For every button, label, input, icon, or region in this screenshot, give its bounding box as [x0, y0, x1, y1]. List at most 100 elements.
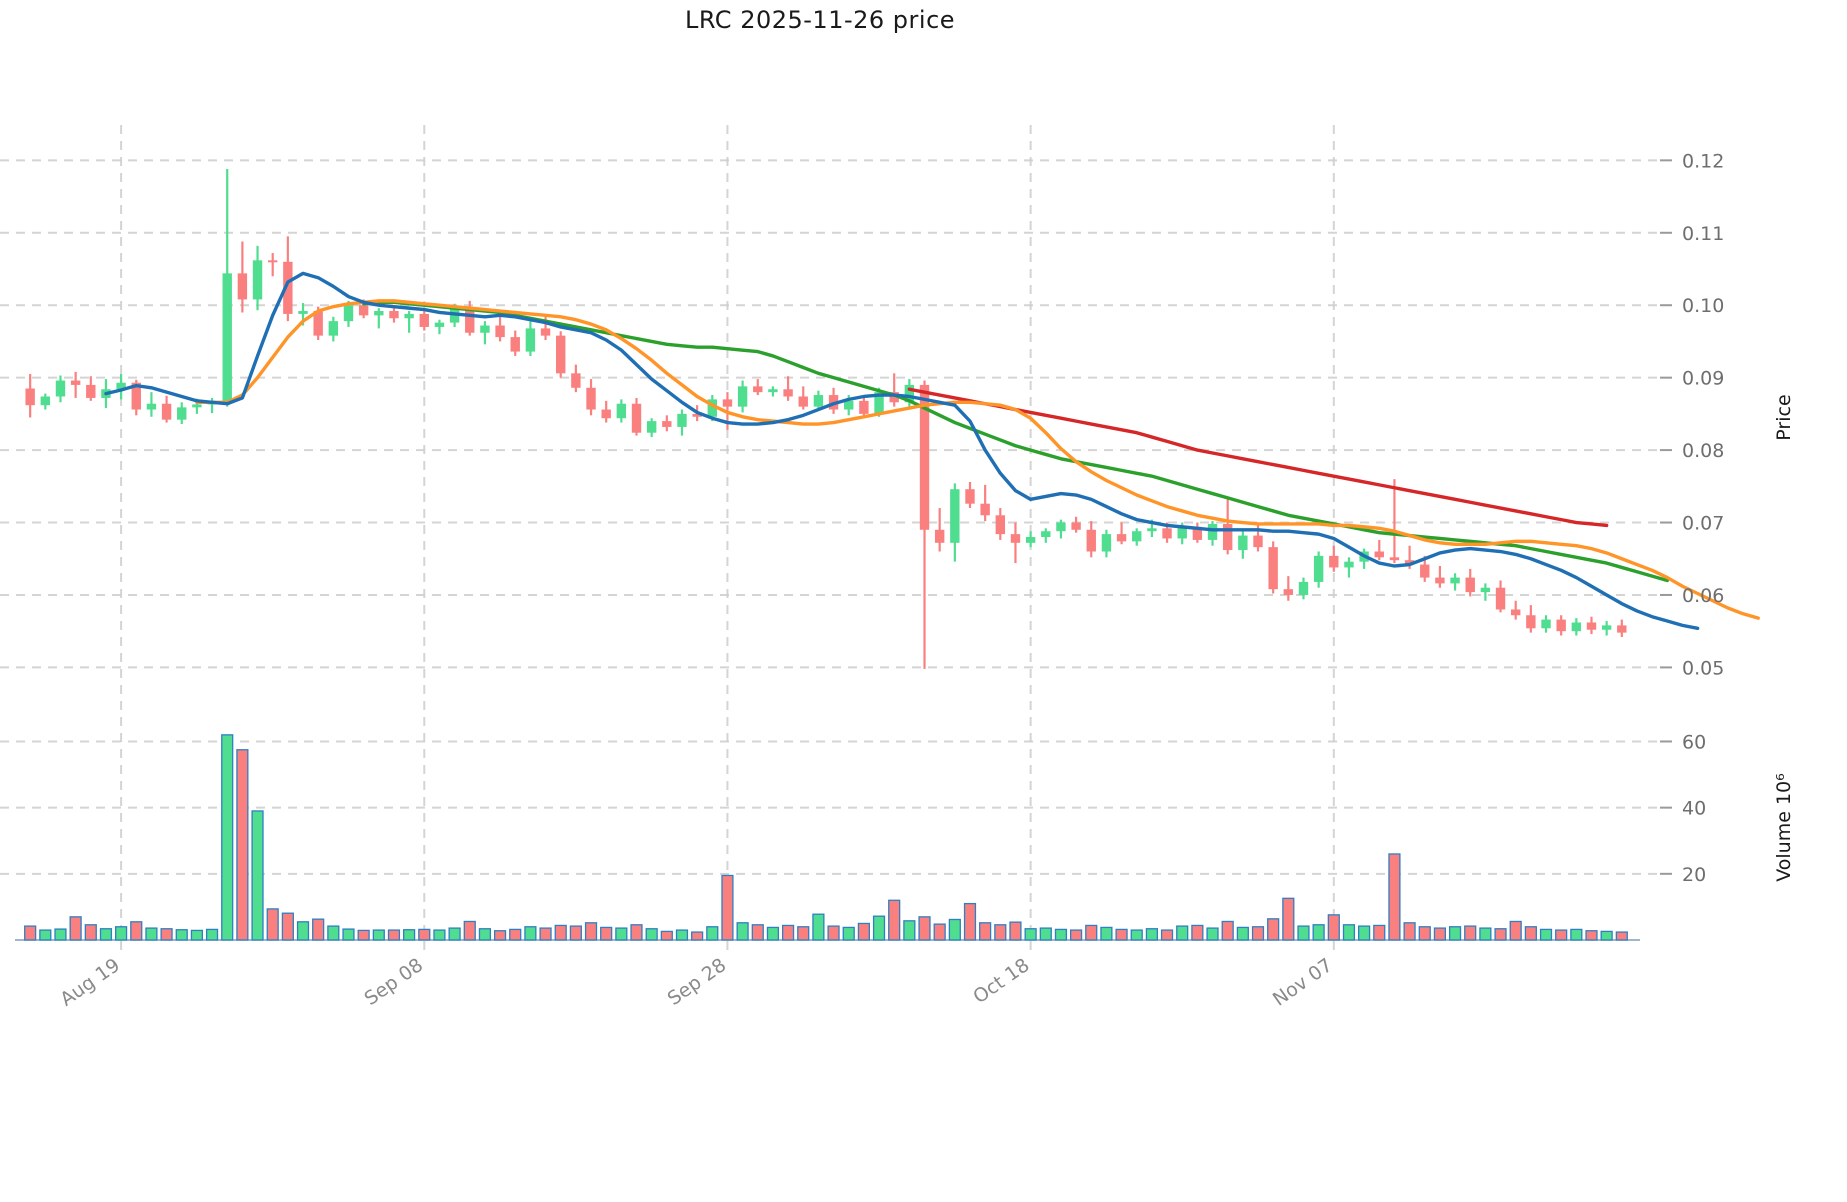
candle-body [358, 305, 369, 316]
candle-body [1450, 577, 1460, 584]
volume-bar [145, 927, 158, 941]
candle-body [1177, 526, 1187, 539]
volume-bar [1373, 924, 1386, 941]
candle-body [965, 489, 975, 504]
candle-body [1192, 526, 1203, 540]
candle-body [55, 380, 66, 397]
volume-bar [1358, 925, 1371, 941]
price-tick-label: 0.08 [1682, 440, 1724, 462]
candlestick-layer [25, 169, 1627, 669]
candle-body [283, 261, 293, 314]
volume-bar [24, 925, 37, 941]
volume-bar [615, 927, 628, 941]
volume-bar [842, 926, 855, 941]
candle-body [40, 396, 51, 406]
volume-bar [1403, 922, 1416, 941]
volume-bar [1615, 931, 1628, 941]
candle-body [722, 399, 733, 407]
volume-bar [1585, 930, 1598, 941]
candle-body [813, 395, 824, 407]
candle-body [1404, 560, 1415, 565]
price-axis-labels: 0.12 0.11 0.10 0.09 0.08 0.07 0.06 0.05 [1682, 150, 1724, 679]
volume-bar [918, 916, 931, 941]
ma-mid-line [195, 299, 1760, 620]
volume-bar [1388, 853, 1401, 941]
x-tick-label: Nov 07 [1269, 954, 1337, 1011]
volume-bar [1100, 926, 1113, 941]
volume-bar [888, 899, 901, 941]
candle-body [495, 325, 505, 338]
candle-body [571, 373, 581, 388]
candle-body [753, 386, 763, 393]
volume-bars-layer [24, 734, 1628, 941]
candle-body [1268, 547, 1278, 590]
volume-bar [266, 908, 279, 941]
candle-body [1435, 577, 1445, 584]
candle-body [1571, 622, 1582, 632]
candle-body [1617, 625, 1627, 633]
volume-bar [251, 810, 264, 941]
volume-bar [84, 924, 97, 941]
volume-bar [979, 922, 992, 941]
candle-body [1025, 537, 1036, 543]
volume-bar [675, 929, 689, 941]
candle-body [252, 260, 263, 300]
volume-bar [281, 912, 294, 941]
candle-body [616, 403, 627, 419]
volume-bar [221, 734, 234, 941]
candle-body [1147, 528, 1157, 532]
volume-bar [190, 929, 204, 941]
volume-bar [1282, 897, 1295, 941]
candle-body [480, 325, 490, 333]
volume-bar [509, 928, 522, 941]
candle-body [1511, 609, 1521, 616]
volume-bar [933, 923, 946, 941]
candle-body [646, 421, 657, 433]
candle-body [1222, 523, 1233, 551]
volume-axis-title: Volume 10⁶ [1773, 773, 1795, 882]
price-tick-label: 0.10 [1682, 295, 1724, 317]
candle-body [1344, 561, 1354, 568]
candle-body [70, 380, 81, 385]
volume-bar [584, 922, 598, 941]
x-tick-label: Sep 28 [664, 954, 731, 1010]
volume-bar [1464, 925, 1477, 941]
candle-body [267, 260, 278, 263]
volume-bar [1539, 928, 1553, 941]
candle-body [177, 407, 187, 420]
candle-body [1071, 522, 1081, 530]
candle-body [525, 328, 536, 352]
volume-bar [175, 929, 188, 941]
ma-extra-long-line [907, 387, 1609, 528]
price-tick-label: 0.07 [1682, 513, 1724, 535]
volume-bar [1039, 927, 1052, 941]
candle-body [374, 311, 384, 316]
volume-bar [1009, 921, 1022, 941]
volume-bar [736, 922, 749, 941]
candle-body [1283, 589, 1294, 595]
volume-bar [115, 926, 128, 941]
volume-bar [1297, 925, 1310, 941]
volume-bar [160, 928, 173, 941]
candle-body [1586, 622, 1597, 630]
candle-body [889, 392, 899, 403]
volume-bar [797, 926, 810, 941]
volume-bar [296, 921, 310, 941]
candle-body [1238, 535, 1248, 551]
candle-body [86, 384, 96, 398]
volume-bar [1342, 924, 1356, 941]
candle-body [434, 322, 445, 327]
candle-body [707, 399, 717, 417]
volume-bar [766, 926, 780, 941]
candle-body [692, 413, 702, 417]
candle-body [1329, 555, 1339, 568]
candle-body [1101, 534, 1112, 552]
volume-bar [1054, 928, 1068, 941]
volume-tick-label: 40 [1682, 798, 1706, 820]
volume-bar [99, 928, 113, 941]
volume-bar [994, 924, 1007, 941]
volume-bar [1509, 920, 1522, 941]
volume-bar [1433, 927, 1447, 941]
volume-bar [857, 922, 870, 941]
